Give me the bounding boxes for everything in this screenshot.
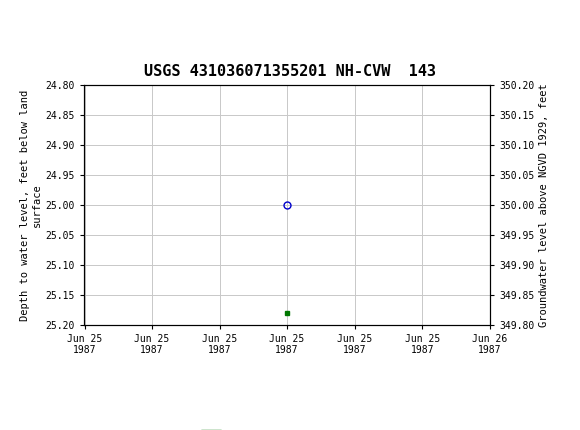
Y-axis label: Groundwater level above NGVD 1929, feet: Groundwater level above NGVD 1929, feet [539,83,549,327]
Text: ≡: ≡ [3,7,18,31]
Y-axis label: Depth to water level, feet below land
surface: Depth to water level, feet below land su… [20,89,42,321]
Text: USGS 431036071355201 NH-CVW  143: USGS 431036071355201 NH-CVW 143 [144,64,436,79]
Text: USGS: USGS [26,9,86,28]
Legend: Period of approved data: Period of approved data [197,426,378,430]
